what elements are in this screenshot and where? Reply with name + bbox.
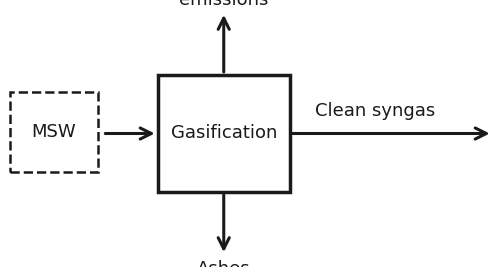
Bar <box>158 75 290 192</box>
Text: MSW: MSW <box>32 123 76 141</box>
Text: Gasification: Gasification <box>170 124 277 143</box>
Text: Ashes: Ashes <box>197 260 250 267</box>
Text: Gas
emissions: Gas emissions <box>179 0 268 9</box>
Text: Clean syngas: Clean syngas <box>315 102 435 120</box>
Bar <box>10 92 98 172</box>
